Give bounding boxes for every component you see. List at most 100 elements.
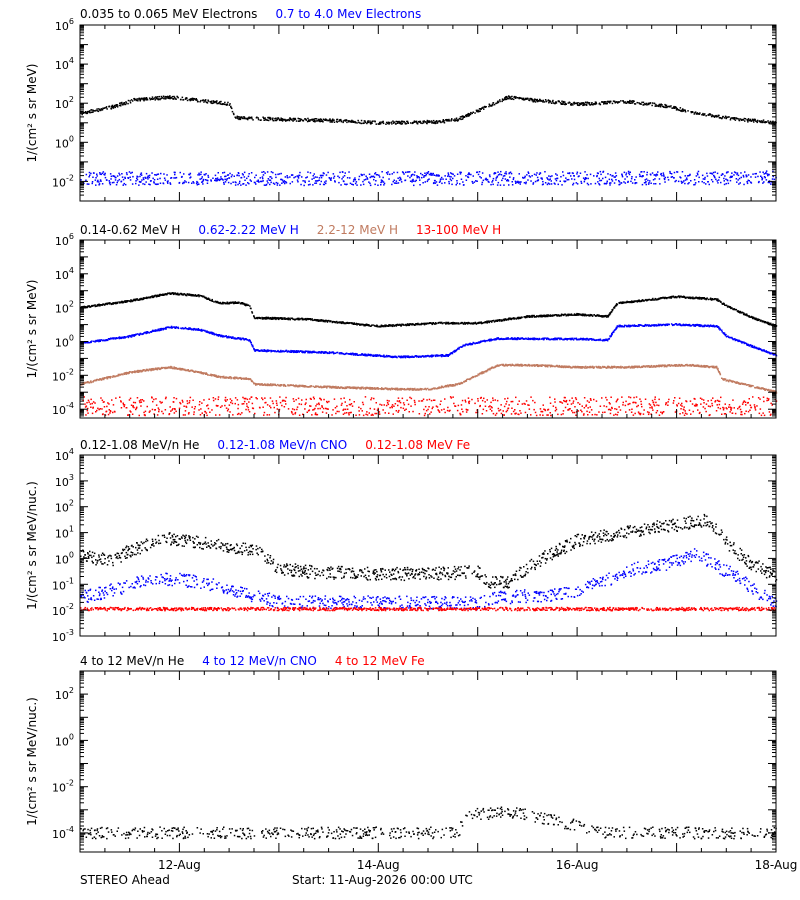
data-point <box>527 171 529 173</box>
data-point <box>494 172 497 174</box>
data-point <box>583 180 586 183</box>
data-point <box>481 183 483 186</box>
data-point <box>88 176 90 178</box>
data-point <box>436 122 439 124</box>
data-point <box>584 338 586 340</box>
data-point <box>564 313 567 316</box>
data-point <box>451 352 454 355</box>
data-point <box>431 356 433 358</box>
data-point <box>502 177 504 180</box>
data-point <box>382 122 385 125</box>
data-point <box>123 182 125 185</box>
data-point <box>423 176 425 178</box>
data-point <box>401 123 404 125</box>
data-point <box>544 171 546 173</box>
data-point <box>183 173 185 175</box>
data-point <box>481 181 484 184</box>
data-point <box>409 180 412 182</box>
data-point <box>549 315 552 317</box>
data-point <box>730 176 733 178</box>
data-point <box>654 178 656 180</box>
data-point <box>571 178 573 180</box>
data-point <box>422 355 424 357</box>
data-point <box>615 328 617 331</box>
data-point <box>510 96 512 98</box>
data-point <box>638 299 640 301</box>
data-point <box>479 176 481 178</box>
data-point <box>106 179 108 181</box>
data-point <box>577 102 579 104</box>
data-point <box>600 173 602 176</box>
data-point <box>135 182 137 185</box>
data-point <box>269 349 271 352</box>
data-point <box>717 179 720 181</box>
data-point <box>480 108 482 110</box>
data-point <box>138 184 140 186</box>
data-point <box>357 119 359 122</box>
data-point <box>89 341 91 344</box>
y-tick-label: 104 <box>55 56 74 72</box>
data-point <box>532 183 534 185</box>
data-point <box>116 337 118 339</box>
data-point <box>142 333 145 335</box>
data-point <box>237 183 239 186</box>
data-point <box>572 104 574 106</box>
data-point <box>524 316 527 319</box>
data-point <box>523 99 525 101</box>
data-point <box>527 179 529 181</box>
data-point <box>552 99 554 102</box>
data-point <box>152 177 154 180</box>
data-point <box>195 182 198 185</box>
data-point <box>247 118 249 121</box>
data-point <box>554 183 556 185</box>
data-point <box>323 181 326 183</box>
data-point <box>432 355 434 357</box>
data-point <box>572 339 575 341</box>
data-point <box>110 175 113 178</box>
data-point <box>450 120 452 122</box>
data-point <box>504 338 507 340</box>
data-point <box>293 118 296 121</box>
data-point <box>230 182 232 185</box>
data-point <box>186 99 189 102</box>
data-point <box>737 174 740 177</box>
data-point <box>215 101 218 103</box>
data-point <box>199 178 201 180</box>
data-point <box>680 180 683 183</box>
data-point <box>453 175 456 177</box>
data-point <box>449 178 452 180</box>
data-point <box>291 317 294 320</box>
data-point <box>604 182 606 185</box>
data-point <box>745 174 747 176</box>
data-point <box>157 183 159 185</box>
data-point <box>286 175 288 177</box>
data-point <box>281 179 284 181</box>
data-point <box>340 120 343 123</box>
data-point <box>94 110 96 112</box>
data-point <box>464 323 466 325</box>
data-point <box>84 111 86 114</box>
data-point <box>722 303 724 305</box>
data-point <box>686 175 689 177</box>
data-point <box>318 177 321 179</box>
data-point <box>465 114 468 116</box>
data-point <box>582 102 585 104</box>
data-point <box>318 179 320 181</box>
data-point <box>98 183 101 185</box>
data-point <box>588 103 590 105</box>
data-point <box>719 117 722 119</box>
data-point <box>81 110 84 113</box>
data-point <box>588 102 591 104</box>
data-point <box>355 322 358 325</box>
data-point <box>420 356 422 358</box>
data-point <box>684 175 686 177</box>
data-point <box>631 182 634 184</box>
data-point <box>509 98 511 100</box>
data-point <box>154 96 157 98</box>
data-point <box>478 110 480 113</box>
data-point <box>198 295 200 298</box>
data-point <box>201 180 204 183</box>
data-point <box>675 109 678 111</box>
data-point <box>454 350 457 353</box>
data-point <box>556 338 558 341</box>
